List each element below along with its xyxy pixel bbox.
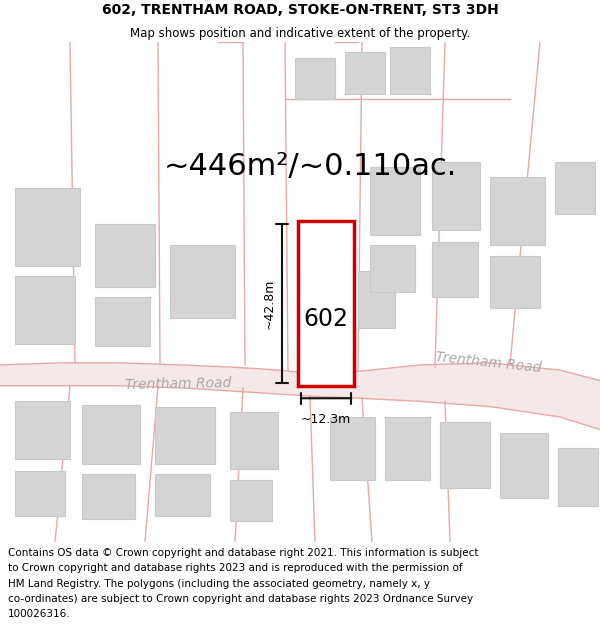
- Text: Trentham Road: Trentham Road: [125, 376, 232, 392]
- Text: Map shows position and indicative extent of the property.: Map shows position and indicative extent…: [130, 27, 470, 40]
- Polygon shape: [558, 448, 598, 506]
- Polygon shape: [95, 298, 150, 346]
- Polygon shape: [170, 245, 235, 318]
- Polygon shape: [295, 58, 335, 99]
- Polygon shape: [15, 401, 70, 459]
- Text: Trentham Road: Trentham Road: [434, 350, 542, 376]
- Polygon shape: [432, 242, 478, 298]
- Text: 602: 602: [304, 307, 349, 331]
- Text: Contains OS data © Crown copyright and database right 2021. This information is : Contains OS data © Crown copyright and d…: [8, 548, 478, 558]
- Text: ~42.8m: ~42.8m: [263, 278, 276, 329]
- Polygon shape: [82, 474, 135, 519]
- Polygon shape: [358, 271, 395, 329]
- Polygon shape: [95, 224, 155, 287]
- Polygon shape: [155, 407, 215, 464]
- Polygon shape: [490, 256, 540, 308]
- Text: HM Land Registry. The polygons (including the associated geometry, namely x, y: HM Land Registry. The polygons (includin…: [8, 579, 430, 589]
- Polygon shape: [370, 245, 415, 292]
- Polygon shape: [555, 162, 595, 214]
- Text: co-ordinates) are subject to Crown copyright and database rights 2023 Ordnance S: co-ordinates) are subject to Crown copyr…: [8, 594, 473, 604]
- Polygon shape: [230, 412, 278, 469]
- Text: 602, TRENTHAM ROAD, STOKE-ON-TRENT, ST3 3DH: 602, TRENTHAM ROAD, STOKE-ON-TRENT, ST3 …: [101, 4, 499, 18]
- Polygon shape: [370, 167, 420, 235]
- Polygon shape: [390, 48, 430, 94]
- Polygon shape: [155, 474, 210, 516]
- Polygon shape: [385, 417, 430, 479]
- Polygon shape: [432, 162, 480, 229]
- Polygon shape: [15, 276, 75, 344]
- Text: 100026316.: 100026316.: [8, 609, 70, 619]
- Text: ~446m²/~0.110ac.: ~446m²/~0.110ac.: [163, 152, 457, 181]
- Text: to Crown copyright and database rights 2023 and is reproduced with the permissio: to Crown copyright and database rights 2…: [8, 563, 463, 573]
- Polygon shape: [330, 417, 375, 479]
- Polygon shape: [440, 422, 490, 488]
- Polygon shape: [490, 177, 545, 245]
- Polygon shape: [15, 188, 80, 266]
- Polygon shape: [82, 404, 140, 464]
- Polygon shape: [298, 221, 354, 386]
- Polygon shape: [500, 432, 548, 498]
- Text: ~12.3m: ~12.3m: [301, 413, 351, 426]
- Polygon shape: [0, 363, 600, 429]
- Polygon shape: [230, 479, 272, 521]
- Polygon shape: [345, 52, 385, 94]
- Polygon shape: [15, 471, 65, 516]
